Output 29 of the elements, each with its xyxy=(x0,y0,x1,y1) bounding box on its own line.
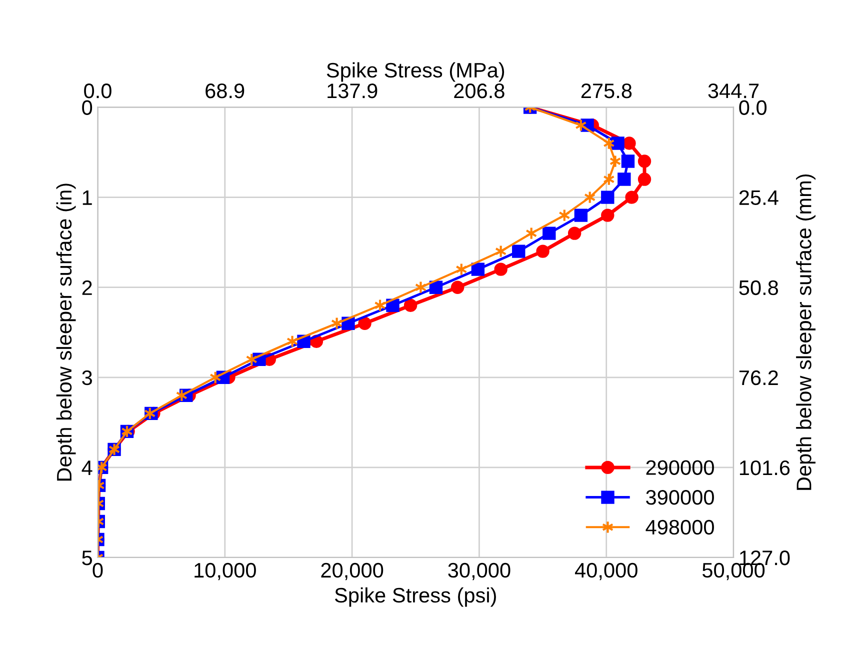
y-tick-label: 5 xyxy=(82,550,92,566)
x-tick-label: 10,000 xyxy=(194,562,256,580)
y-axis-title: Depth below sleeper surface (in) xyxy=(56,184,76,481)
x-tick-label: 40,000 xyxy=(574,562,638,580)
x-tick-label: 30,000 xyxy=(448,562,510,580)
y2-tick-label: 50.8 xyxy=(739,280,778,296)
x2-tick-label: 344.7 xyxy=(708,84,759,98)
x2-tick-label: 137.9 xyxy=(328,84,378,98)
x2-tick-label: 275.8 xyxy=(581,84,632,98)
x-tick-label: 20,000 xyxy=(321,562,384,580)
x-tick-label: 0 xyxy=(92,562,103,578)
y2-tick-label: 76.2 xyxy=(739,370,778,386)
legend-label: 498000 xyxy=(646,520,714,535)
x-axis-title: Spike Stress (psi) xyxy=(334,587,496,607)
y2-tick-label: 25.4 xyxy=(739,190,778,206)
x2-tick-label: 0.0 xyxy=(84,84,112,98)
legend-label: 390000 xyxy=(646,490,714,505)
x2-axis-title: Spike Stress (MPa) xyxy=(326,62,504,82)
legend-label: 290000 xyxy=(646,460,714,475)
y2-tick-label: 0.0 xyxy=(739,100,767,115)
x2-tick-label: 68.9 xyxy=(206,84,244,98)
y-tick-label: 0 xyxy=(82,100,92,115)
x2-tick-label: 206.8 xyxy=(454,84,504,98)
y-tick-label: 3 xyxy=(82,370,92,386)
y2-tick-label: 101.6 xyxy=(740,460,790,476)
y-tick-label: 4 xyxy=(82,460,92,475)
y-tick-label: 1 xyxy=(82,190,92,205)
y-tick-label: 2 xyxy=(82,280,92,295)
y2-axis-title: Depth below sleeper surface (mm) xyxy=(796,174,816,490)
